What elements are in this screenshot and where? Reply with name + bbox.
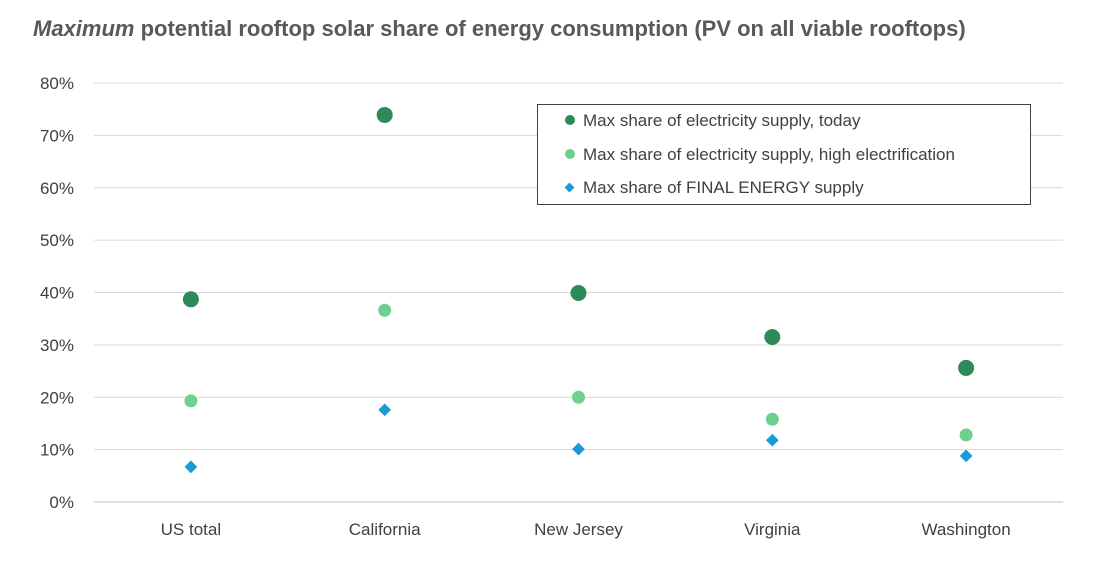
data-point-electricity-today (764, 329, 781, 346)
data-point-final-energy (765, 433, 779, 447)
x-tick-label: California (349, 520, 421, 539)
data-point-electricity-high-electrification (765, 412, 779, 426)
y-tick-label: 10% (40, 441, 74, 460)
x-tick-label: US total (161, 520, 221, 539)
x-tick-label: Virginia (744, 520, 801, 539)
chart-title: Maximum potential rooftop solar share of… (33, 16, 1073, 42)
legend-item-high-electrification: Max share of electricity supply, high el… (565, 145, 955, 165)
legend-label: Max share of FINAL ENERGY supply (583, 178, 864, 197)
legend-item-today: Max share of electricity supply, today (565, 111, 861, 131)
legend-marker-blue-diamond (564, 182, 575, 193)
y-tick-label: 70% (40, 126, 74, 145)
data-point-electricity-today (182, 291, 199, 308)
legend-label: Max share of electricity supply, high el… (583, 145, 955, 164)
y-tick-label: 30% (40, 336, 74, 355)
data-point-electricity-high-electrification (959, 428, 973, 442)
data-point-electricity-high-electrification (572, 390, 585, 404)
data-point-electricity-high-electrification (184, 394, 198, 408)
legend-label: Max share of electricity supply, today (583, 111, 861, 130)
chart-title-emphasis: Maximum (33, 16, 135, 41)
data-point-final-energy (184, 460, 198, 474)
legend-item-final-energy: Max share of FINAL ENERGY supply (564, 178, 864, 198)
y-tick-label: 60% (40, 179, 74, 198)
chart-legend: Max share of electricity supply, today M… (537, 104, 1031, 205)
data-point-electricity-today (376, 106, 393, 123)
x-tick-label: New Jersey (534, 520, 623, 539)
data-point-electricity-today (570, 285, 587, 302)
y-tick-label: 40% (40, 284, 74, 303)
y-tick-label: 0% (49, 493, 74, 512)
data-point-electricity-high-electrification (378, 303, 392, 317)
chart-title-rest: potential rooftop solar share of energy … (134, 16, 966, 41)
legend-marker-dark-green-circle (565, 115, 575, 125)
x-tick-label: Washington (922, 520, 1011, 539)
legend-marker-light-green-circle (565, 149, 575, 159)
data-point-final-energy (378, 403, 392, 417)
y-tick-label: 80% (40, 74, 74, 93)
y-tick-label: 20% (40, 388, 74, 407)
data-point-final-energy (959, 449, 973, 463)
y-tick-label: 50% (40, 231, 74, 250)
data-point-final-energy (572, 442, 585, 456)
data-point-electricity-today (958, 359, 975, 376)
